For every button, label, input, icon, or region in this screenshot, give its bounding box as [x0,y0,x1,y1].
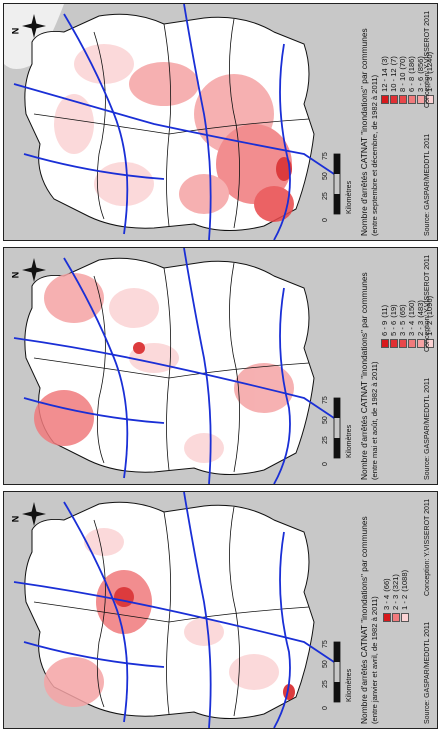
legend-item: 10 - 12 (7) [389,52,398,104]
legend-swatch [382,613,391,622]
legend-swatch [389,95,398,104]
legend-item: 12 - 14 (3) [380,52,389,104]
north-label: N [10,515,21,523]
scale-tick-50: 50 [322,416,329,424]
conception-credit: Conception: Y.VISSEROT 2011 [424,10,431,108]
north-arrow-icon [22,258,46,282]
source-credit: Source: GASPAR/MEDDTL 2011 [424,377,431,480]
scale-tick-25: 25 [322,680,329,688]
legend-item: 3 - 4 (66) [382,570,391,622]
department-boundaries [33,262,310,473]
legend-item: 3 - 4 (150) [407,296,416,348]
legend-swatch [380,95,389,104]
legend-item: 2 - 3 (321) [391,570,400,622]
scale-tick-0: 0 [322,462,329,466]
legend-title: Nombre d'arrêtés CATNAT "inondations" pa… [359,516,369,724]
legend-swatch [398,95,407,104]
conception-credit: Conception: Y.VISSEROT 2011 [424,498,431,596]
legend-item: 1 - 2 (1088) [400,570,409,622]
scale-bar [333,397,341,459]
legend-subtitle: (entre janvier et avril, de 1982 à 2011) [370,596,379,724]
north-arrow-icon [22,502,46,526]
legend-item: 5 - 6 (19) [389,296,398,348]
scale-bar [333,641,341,703]
legend-swatch [389,339,398,348]
conception-credit: Conception: Y.VISSEROT 2011 [424,254,431,352]
scale-tick-0: 0 [322,706,329,710]
rivers [13,4,335,240]
department-boundaries [33,506,310,717]
north-label: N [10,271,21,279]
scale-unit: Kilomètres [346,424,353,458]
rivers [13,248,335,484]
scale-tick-75: 75 [322,396,329,404]
scale-tick-75: 75 [322,640,329,648]
department-boundaries [33,18,310,229]
source-credit: Source: GASPAR/MEDDTL 2011 [424,133,431,236]
map-canvas [4,4,437,240]
legend-item: 6 - 8 (186) [407,52,416,104]
legend-subtitle: (entre mai et août, de 1982 à 2011) [370,361,379,481]
map-panel-may-aug: N 0 25 50 75 Kilomètres Nombre d'arrêtés… [3,247,438,485]
scale-bar [333,153,341,215]
legend-swatch [398,339,407,348]
map-canvas [4,492,437,728]
scale-tick-50: 50 [322,172,329,180]
legend-item: 8 - 10 (70) [398,52,407,104]
legend-swatch [407,95,416,104]
legend-title: Nombre d'arrêtés CATNAT "inondations" pa… [359,28,369,236]
north-label: N [10,27,21,35]
source-credit: Source: GASPAR/MEDDTL 2011 [424,621,431,724]
scale-tick-25: 25 [322,192,329,200]
legend-swatch [400,613,409,622]
scale-tick-50: 50 [322,660,329,668]
map-panel-jan-apr: N 0 25 50 75 Kilomètres Nombre d'arrêtés… [3,491,438,729]
scale-tick-0: 0 [322,218,329,222]
scale-tick-25: 25 [322,436,329,444]
scale-tick-75: 75 [322,152,329,160]
legend-swatch [380,339,389,348]
scale-unit: Kilomètres [346,668,353,702]
legend-item: 6 - 9 (11) [380,296,389,348]
scale-unit: Kilomètres [346,180,353,214]
legend-list: 3 - 4 (66) 2 - 3 (321) 1 - 2 (1088) [382,570,409,622]
commune-clusters [44,528,295,707]
legend-item: 3 - 5 (65) [398,296,407,348]
legend-subtitle: (entre septembre et décembre, de 1982 à … [370,74,379,236]
north-arrow-icon [22,14,46,38]
legend-swatch [391,613,400,622]
map-canvas [4,248,437,484]
legend-swatch [407,339,416,348]
rivers [13,492,335,728]
legend-title: Nombre d'arrêtés CATNAT "inondations" pa… [359,272,369,480]
map-panel-sept-dec: N 0 25 50 75 Kilomètres Nombre d'arrêtés… [3,3,438,241]
